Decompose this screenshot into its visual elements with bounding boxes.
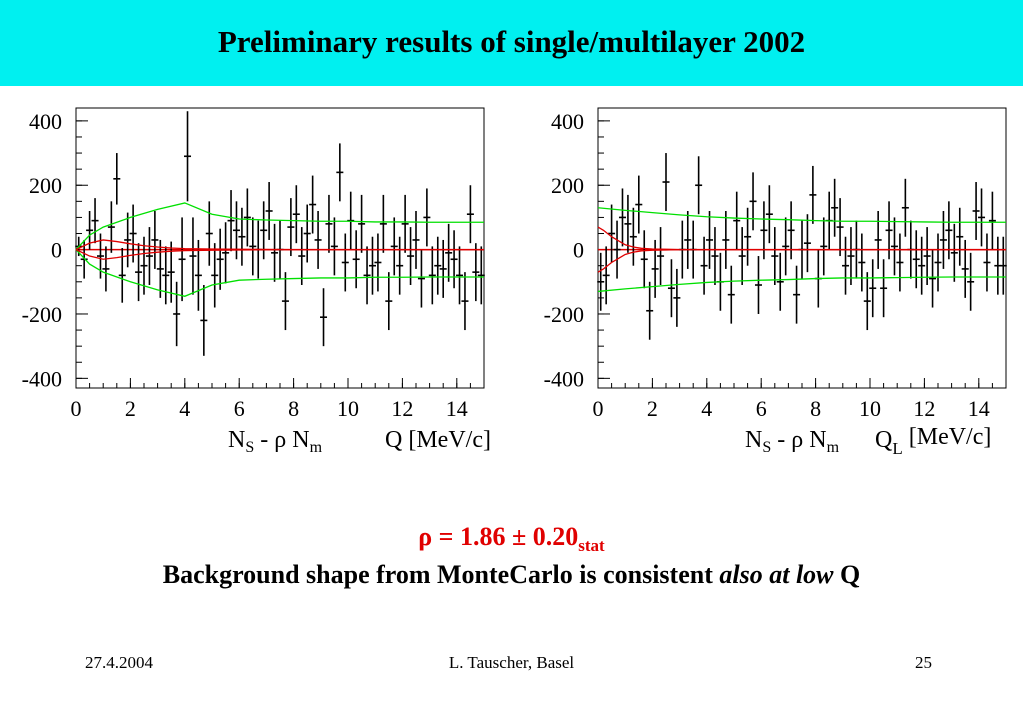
y-tick-label: 200 [551,173,584,198]
x-tick-label: 2 [647,396,658,421]
rho-equals: = [432,522,460,551]
y-axis-label-n: N [228,427,245,453]
x-tick-label: 6 [234,396,245,421]
y-axis-label-sub2: m [827,439,840,456]
y-tick-label: 400 [551,109,584,134]
slide-title: Preliminary results of single/multilayer… [217,24,806,59]
x-tick-label: 4 [701,396,712,421]
x-tick-label: 10 [337,396,359,421]
x-tick-label: 14 [446,396,468,421]
y-axis-label: NS - ρ Nm [228,427,323,456]
rho-value: 1.86 ± 0.20 [460,522,579,551]
y-axis-label-rest: - ρ N [771,427,826,453]
x-tick-label: 10 [859,396,881,421]
x-tick-label: 14 [968,396,990,421]
y-tick-label: -200 [22,302,62,327]
x-tick-label: 4 [179,396,190,421]
rho-subscript: stat [578,536,605,556]
y-axis-label-sub: S [245,439,254,456]
y-tick-label: 0 [573,238,584,263]
y-axis-label-n: N [745,427,762,453]
y-tick-label: 400 [29,109,62,134]
y-axis-label-rest: - ρ N [254,427,309,453]
y-axis-label: NS - ρ Nm [745,427,840,456]
y-tick-label: -200 [544,302,584,327]
left-chart: -400 -200 0 200 400 0 2 4 6 8 10 12 14 NS - ρ Nm Q [Me… [22,107,491,456]
rho-result: ρ = 1.86 ± 0.20stat [0,522,1023,556]
rho-symbol: ρ [418,522,433,551]
envelope-lower [597,276,1006,293]
y-tick-label: -400 [544,366,584,391]
x-tick-label: 6 [756,396,767,421]
y-tick-label: 200 [29,173,62,198]
y-axis-label-sub2: m [310,439,323,456]
y-tick-label: -400 [22,366,62,391]
red_band-lower [597,248,1006,273]
title-bar [0,0,1023,86]
envelope-lower [75,249,484,297]
x-tick-label: 12 [391,396,413,421]
x-tick-label: 8 [810,396,821,421]
x-axis-label-sub: L [892,439,902,458]
x-tick-label: 8 [288,396,299,421]
x-axis-label-main: Q [MeV/c] [385,427,491,453]
x-axis-label: QL [MeV/c] [875,424,991,458]
right-chart: -400 -200 0 200 400 0 2 4 6 8 10 12 14 NS - ρ Nm QL [M… [544,107,1007,458]
footer-page-number: 25 [915,653,932,672]
y-tick-label: 0 [51,238,62,263]
x-tick-label: 12 [913,396,935,421]
conclusion-main: Background shape from MonteCarlo is cons… [162,560,720,589]
x-axis-label-unit: [MeV/c] [903,424,992,450]
footer-author: L. Tauscher, Basel [448,653,575,672]
x-tick-label: 0 [593,396,604,421]
x-axis-label-main: Q [875,427,892,453]
red_band-lower [75,248,484,260]
x-tick-label: 0 [71,396,82,421]
conclusion-text: Background shape from MonteCarlo is cons… [0,560,1023,590]
envelope-upper [75,202,484,251]
conclusion-italic: also at low [719,560,834,589]
x-axis-label: Q [MeV/c] [385,427,491,453]
y-axis-label-sub: S [762,439,771,456]
footer-date: 27.4.2004 [85,653,153,672]
conclusion-end: Q [833,560,861,589]
x-tick-label: 2 [125,396,136,421]
envelope-upper [597,207,1006,223]
